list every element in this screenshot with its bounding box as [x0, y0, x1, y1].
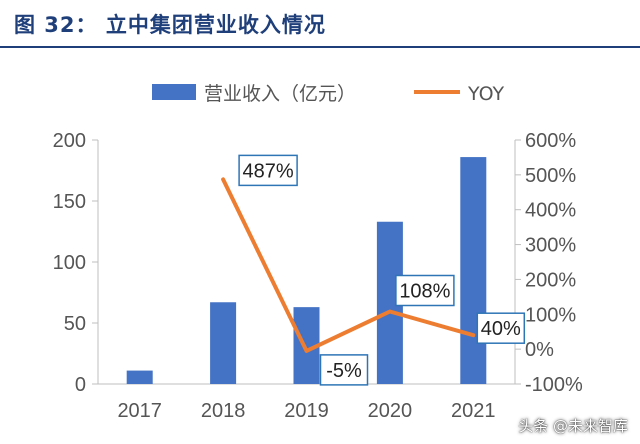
right-tick-label: 100% [525, 304, 576, 326]
right-tick-label: 0% [525, 339, 554, 361]
right-tick-label: 600% [525, 130, 576, 152]
left-tick-label: 150 [53, 191, 86, 213]
figure-title: 图 32： 立中集团营业收入情况 [14, 13, 326, 37]
right-tick-label: 300% [525, 235, 576, 257]
right-tick-label: -100% [525, 374, 583, 396]
yoy-data-label: 487% [243, 160, 294, 182]
revenue-bar [210, 302, 237, 384]
yoy-data-label: -5% [326, 360, 362, 382]
yoy-data-label: 40% [481, 318, 521, 340]
legend-line-label: YOY [467, 83, 504, 105]
right-tick-label: 200% [525, 269, 576, 291]
yoy-label-box [238, 154, 298, 187]
yoy-line [221, 177, 476, 353]
revenue-chart: 营业收入（亿元） YOY 0 50 100 150 200 -100% 0% 100% 200% 3… [53, 83, 583, 422]
right-tick-label: 400% [525, 200, 576, 222]
left-tick-label: 100 [53, 252, 86, 274]
legend-bar-swatch [152, 84, 196, 100]
right-tick-label: 500% [525, 165, 576, 187]
x-tick-label: 2019 [284, 400, 329, 422]
x-tick-label: 2018 [201, 400, 246, 422]
legend-bar-label: 营业收入（亿元） [204, 83, 356, 105]
yoy-label-box [476, 312, 526, 344]
x-tick-label: 2020 [368, 400, 413, 422]
data-labels: 487% -5% 108% 40% [238, 154, 526, 386]
yoy-data-label: 108% [399, 280, 450, 302]
revenue-bar [460, 157, 487, 384]
yoy-label-box [319, 354, 369, 386]
left-tick-label: 200 [53, 130, 86, 152]
yoy-line-series [221, 177, 476, 353]
watermark: 头条 @未来智库 [518, 417, 628, 435]
axes: 0 50 100 150 200 -100% 0% 100% 200% 300% 400% 500% 6… [53, 130, 583, 422]
legend: 营业收入（亿元） YOY [152, 83, 504, 105]
x-tick-label: 2021 [451, 400, 496, 422]
x-tick-label: 2017 [117, 400, 162, 422]
revenue-bar [126, 370, 153, 384]
bar-series [126, 157, 487, 384]
left-tick-label: 50 [64, 313, 86, 335]
title-bar: 图 32： 立中集团营业收入情况 [0, 0, 640, 48]
yoy-label-box [395, 274, 455, 307]
left-tick-label: 0 [75, 374, 86, 396]
